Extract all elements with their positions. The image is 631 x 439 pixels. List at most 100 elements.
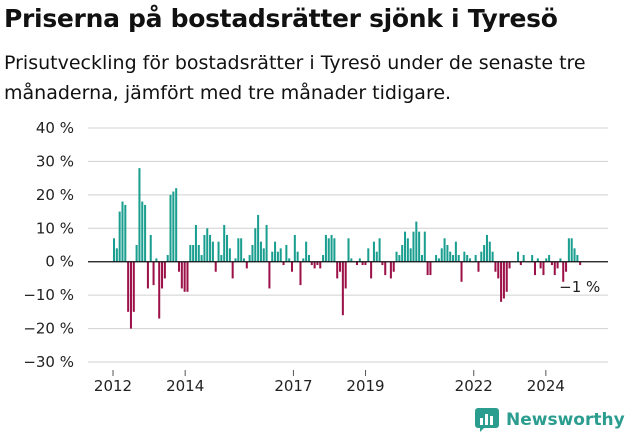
bar: [570, 238, 573, 262]
bar: [418, 231, 421, 262]
bar: [144, 204, 147, 262]
bar: [440, 248, 443, 262]
bar: [505, 261, 508, 292]
bar: [333, 238, 336, 262]
bar: [319, 261, 322, 269]
bars: [113, 168, 582, 329]
bar: [305, 241, 308, 262]
bar: [237, 238, 240, 262]
bar: [211, 241, 214, 262]
bar: [339, 261, 342, 272]
bar: [497, 261, 500, 279]
bar: [336, 261, 339, 279]
bar: [500, 261, 503, 302]
x-axis: 2012 2014 2017 2019 2022 2024: [94, 370, 565, 395]
bar: [553, 261, 556, 276]
bar: [539, 261, 542, 269]
bar: [550, 261, 553, 266]
bar: [468, 258, 472, 262]
bar: [155, 258, 158, 262]
bar: [404, 231, 407, 262]
bar: [420, 255, 423, 262]
bar: [152, 261, 155, 286]
bar: [118, 211, 121, 262]
gridlines: [88, 127, 608, 363]
bar: [531, 255, 534, 262]
bar: [463, 251, 466, 262]
bar: [522, 255, 525, 262]
bar: [242, 258, 245, 262]
bar: [192, 245, 195, 262]
bar: [454, 241, 457, 262]
bar: [220, 255, 223, 262]
bar: [180, 261, 183, 289]
bar: [124, 204, 127, 262]
bar: [375, 251, 378, 262]
bar: [409, 248, 412, 262]
bar: [183, 261, 186, 292]
bar: [268, 261, 271, 289]
bar: [466, 255, 469, 262]
bar: [508, 261, 511, 269]
bar: [370, 261, 373, 279]
bar: [172, 191, 175, 262]
chart-title: Priserna på bostadsrätter sjönk i Tyresö: [4, 4, 558, 33]
bar: [457, 255, 460, 262]
bar: [121, 201, 124, 262]
bar: [395, 251, 398, 262]
x-tick-label: 2012: [94, 377, 132, 395]
bar: [488, 241, 491, 262]
y-tick-label: −30 %: [23, 353, 74, 371]
bar: [194, 224, 197, 262]
bar: [460, 261, 463, 282]
bar: [562, 261, 565, 282]
last-value-label: −1 %: [559, 278, 600, 296]
bar: [282, 261, 285, 266]
chart-subtitle: Prisutveckling för bostadsrätter i Tyres…: [4, 52, 586, 104]
bar: [384, 261, 387, 276]
bar: [146, 261, 149, 289]
bar: [579, 261, 582, 266]
bar: [265, 224, 268, 262]
bar: [446, 245, 449, 262]
x-tick-label: 2014: [166, 377, 204, 395]
bar: [257, 214, 260, 262]
bar: [567, 238, 570, 262]
bar: [556, 261, 559, 269]
bar: [548, 255, 551, 262]
bar: [483, 245, 486, 262]
annotations: −1 %: [559, 278, 600, 296]
bar: [361, 261, 364, 266]
bar: [228, 248, 231, 262]
bar: [341, 261, 344, 316]
bar: [381, 261, 384, 266]
bar: [203, 234, 206, 262]
bar: [412, 231, 415, 262]
bar: [290, 261, 294, 272]
bar: [223, 224, 226, 262]
bar: [163, 261, 166, 279]
bar: [129, 261, 132, 329]
bar: [324, 234, 327, 262]
bar: [234, 258, 237, 262]
bar: [398, 255, 401, 262]
bar: [401, 245, 404, 262]
newsworthy-icon: [475, 408, 499, 432]
bar: [392, 261, 395, 272]
bar: [214, 261, 217, 272]
bar: [443, 238, 446, 262]
bar: [350, 258, 353, 262]
bar: [519, 261, 522, 266]
bar: [135, 245, 138, 262]
bar: [302, 258, 305, 262]
x-tick-label: 2022: [455, 377, 493, 395]
bar: [344, 261, 347, 289]
bar: [316, 261, 319, 266]
bar: [240, 238, 243, 262]
bar: [161, 261, 164, 289]
bar: [559, 258, 562, 262]
bar: [423, 231, 426, 262]
bar: [378, 238, 381, 262]
bar: [494, 261, 497, 272]
